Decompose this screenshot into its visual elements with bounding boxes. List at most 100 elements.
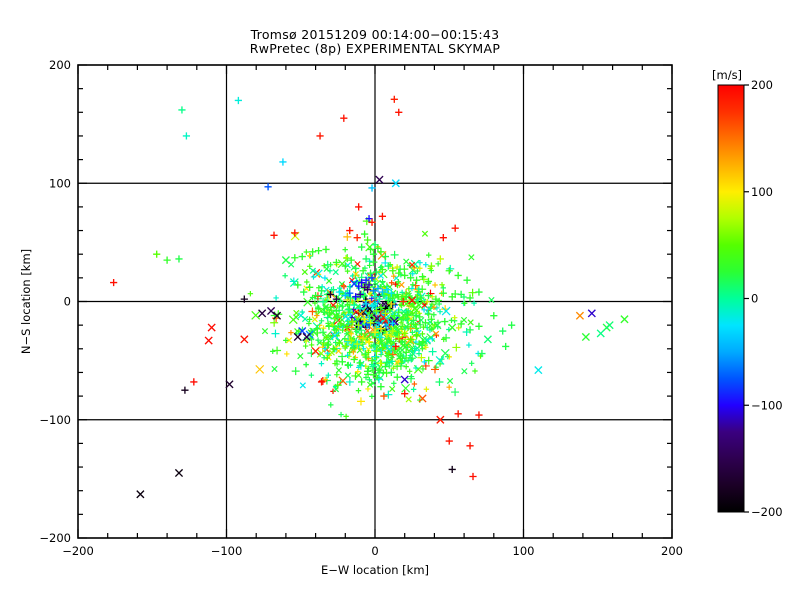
data-point-plus	[316, 132, 324, 140]
data-point-cross	[587, 309, 596, 318]
data-point-plus	[421, 319, 430, 327]
data-point-plus	[324, 350, 331, 356]
data-point-plus	[389, 327, 397, 335]
data-point-plus	[369, 258, 378, 267]
data-point-plus	[383, 331, 391, 339]
data-point-cross	[408, 345, 415, 352]
data-point-plus	[369, 371, 378, 379]
data-point-plus	[356, 359, 364, 367]
data-point-plus	[424, 277, 433, 285]
data-point-plus	[426, 252, 432, 258]
colorbar-unit-label: [m/s]	[712, 68, 742, 82]
data-point-plus	[455, 325, 462, 331]
data-point-cross	[448, 323, 457, 332]
data-point-plus	[393, 362, 402, 371]
colorbar-tick-label: −200	[751, 505, 783, 519]
data-point-plus	[410, 316, 418, 325]
data-point-plus	[410, 386, 417, 393]
data-point-cross	[381, 301, 388, 308]
data-point-plus	[329, 345, 338, 353]
data-point-plus	[303, 249, 310, 255]
data-point-plus	[326, 290, 335, 299]
data-point-plus	[319, 328, 327, 336]
data-point-plus	[325, 308, 334, 317]
data-point-plus	[454, 271, 462, 280]
data-point-plus	[429, 326, 435, 332]
data-point-plus	[325, 322, 333, 330]
data-point-plus	[461, 300, 468, 306]
data-point-plus	[349, 315, 355, 321]
data-point-plus	[381, 252, 389, 261]
data-point-cross	[534, 366, 543, 375]
data-point-plus	[181, 386, 189, 394]
data-point-plus	[308, 372, 315, 378]
data-point-plus	[432, 282, 438, 288]
data-point-plus	[359, 334, 367, 342]
data-point-plus	[414, 268, 421, 274]
data-point-cross	[398, 281, 405, 288]
data-point-cross	[352, 271, 360, 278]
data-point-plus	[365, 338, 373, 346]
data-point-plus	[409, 303, 418, 312]
data-point-plus	[362, 276, 370, 284]
data-point-plus	[306, 320, 312, 327]
data-point-plus	[466, 442, 474, 450]
data-point-plus	[446, 384, 452, 390]
data-point-plus	[340, 114, 348, 122]
data-point-plus	[415, 313, 424, 321]
data-point-plus	[439, 234, 447, 242]
data-point-plus	[282, 273, 288, 279]
data-point-plus	[502, 342, 510, 351]
data-point-plus	[335, 339, 343, 347]
data-point-plus	[366, 319, 375, 327]
data-point-plus	[389, 320, 396, 327]
data-point-plus	[368, 218, 376, 226]
data-point-plus	[404, 310, 412, 319]
data-point-plus	[366, 269, 375, 277]
data-point-plus	[390, 95, 398, 103]
data-point-plus	[395, 279, 402, 285]
data-point-plus	[240, 295, 248, 303]
data-point-cross	[335, 367, 342, 374]
data-point-plus	[395, 108, 403, 116]
data-point-plus	[407, 335, 415, 343]
data-point-plus	[372, 278, 378, 284]
data-point-plus	[412, 276, 421, 284]
data-point-plus	[335, 288, 343, 296]
data-point-plus	[234, 96, 242, 105]
data-point-plus	[475, 288, 483, 296]
data-point-plus	[369, 287, 378, 295]
data-point-plus	[435, 378, 444, 387]
data-point-plus	[384, 359, 390, 366]
data-point-plus	[264, 183, 272, 191]
data-point-cross	[414, 300, 424, 310]
data-point-plus	[377, 325, 385, 333]
data-point-cross	[301, 315, 309, 323]
data-point-plus	[411, 381, 418, 387]
y-tick-label: 0	[64, 295, 71, 309]
data-point-plus	[308, 342, 315, 348]
data-point-plus	[332, 307, 340, 315]
data-point-plus	[425, 310, 431, 316]
colorbar-tick-labels: 200 100 0 −100 −200	[751, 78, 783, 519]
data-point-plus	[396, 352, 404, 360]
data-point-plus	[387, 289, 395, 297]
data-point-cross	[365, 346, 372, 353]
data-point-plus	[445, 437, 453, 445]
y-tick-label: −200	[39, 531, 71, 545]
data-point-plus	[313, 325, 321, 333]
data-point-plus	[371, 346, 380, 355]
data-point-plus	[270, 318, 279, 327]
data-point-plus	[363, 367, 372, 375]
data-point-cross	[436, 415, 445, 424]
data-point-plus	[393, 373, 401, 381]
data-point-plus	[304, 279, 310, 285]
data-point-cross	[446, 377, 454, 385]
data-point-cross	[389, 385, 396, 393]
data-point-plus	[356, 304, 364, 313]
data-point-cross	[366, 381, 374, 388]
data-point-plus	[306, 316, 313, 323]
data-point-plus	[365, 281, 373, 289]
data-point-plus	[368, 357, 376, 365]
